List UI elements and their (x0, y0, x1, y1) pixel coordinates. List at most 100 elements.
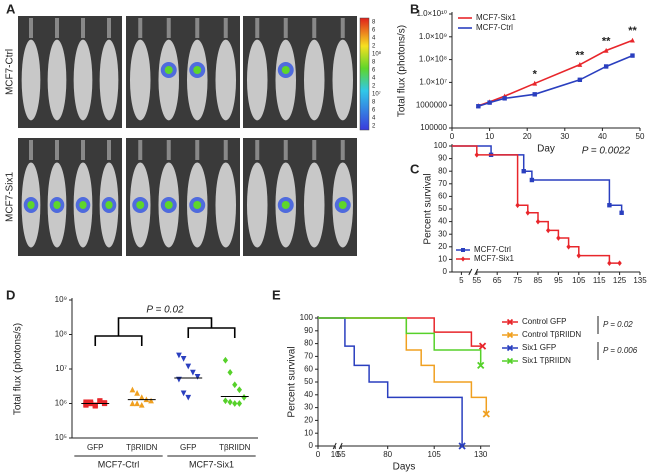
signal-core (105, 201, 113, 209)
y-tick-label: 100000 (420, 123, 447, 132)
mouse-tail (138, 18, 143, 38)
mouse-tail (340, 18, 345, 38)
signal-core (53, 201, 61, 209)
x-tick-label: 0 (316, 450, 321, 459)
signal-core (136, 201, 145, 209)
mouse (303, 39, 325, 121)
x-tick-label: 115 (593, 276, 606, 285)
signal-core (27, 201, 35, 209)
marker (482, 410, 490, 418)
annotation: ** (602, 35, 611, 47)
marker (577, 77, 583, 83)
mouse-tail (166, 140, 171, 160)
mouse-tail (107, 140, 111, 160)
y-tick-label: 10 (438, 255, 447, 264)
colorbar-label: 8 (372, 60, 376, 66)
mouse (246, 162, 268, 248)
colorbar-label: 6 (372, 108, 376, 114)
x-axis-label: Day (537, 144, 555, 155)
marker (129, 386, 136, 393)
x-tick-label: 0 (450, 132, 455, 141)
annotation: P = 0.02 (603, 320, 633, 329)
marker (532, 80, 538, 86)
y-tick-label: 1.0×10¹⁰ (416, 9, 447, 18)
x-tick-label: 135 (633, 276, 647, 285)
y-tick-label: 90 (304, 326, 313, 335)
row-label: MCF7-Six1 (5, 172, 16, 222)
annotation: P = 0.006 (603, 346, 638, 355)
survival-curve (318, 317, 483, 347)
x-tick-label: GFP (87, 443, 103, 452)
mouse (73, 39, 93, 121)
y-tick-label: 30 (438, 229, 447, 238)
y-axis-label: Percent survival (287, 346, 298, 417)
mouse-tail (195, 140, 200, 160)
y-tick-label: 90 (438, 154, 447, 163)
marker (576, 252, 581, 259)
marker (478, 342, 487, 350)
y-tick-label: 70 (304, 352, 313, 361)
mouse-tail (340, 140, 345, 160)
marker (607, 203, 612, 208)
marker (97, 398, 103, 405)
mouse-tail (81, 140, 85, 160)
marker (630, 37, 635, 43)
y-tick-label: 50 (438, 204, 447, 213)
mouse-tail (195, 18, 200, 38)
mouse (158, 39, 180, 121)
mouse (215, 39, 237, 121)
x-tick-label: 85 (534, 276, 543, 285)
line (478, 39, 633, 107)
marker (577, 62, 583, 67)
mouse-tail (255, 18, 260, 38)
marker (532, 92, 537, 97)
x-tick-label: 125 (613, 276, 627, 285)
signal-core (193, 66, 202, 74)
legend-marker (506, 344, 514, 352)
y-tick-label: 1.0×10⁹ (419, 32, 447, 41)
colorbar-label: 4 (372, 116, 376, 122)
y-tick-label: 50 (304, 377, 313, 386)
legend-marker (506, 357, 514, 365)
legend-marker (506, 331, 514, 339)
marker (134, 389, 140, 396)
y-tick-label: 80 (438, 166, 447, 175)
signal-core (193, 201, 202, 209)
y-tick-label: 10⁷ (55, 364, 67, 373)
x-tick-label: 40 (598, 132, 607, 141)
marker (185, 394, 192, 401)
legend-label: MCF7-Six1 (476, 13, 517, 22)
marker (185, 363, 192, 370)
legend-label: MCF7-Ctrl (474, 245, 511, 254)
marker (487, 100, 492, 105)
marker (607, 260, 612, 267)
signal-core (164, 201, 173, 209)
y-tick-label: 40 (438, 217, 447, 226)
marker (180, 356, 187, 362)
marker (458, 442, 466, 450)
marker (477, 361, 485, 369)
mouse (99, 39, 119, 121)
colorbar-label: 2 (372, 44, 376, 50)
survival-curve (318, 317, 488, 414)
y-axis-label: Total flux (photons/s) (397, 25, 408, 117)
mouse-tail (55, 140, 59, 160)
x-tick-label: 50 (636, 132, 645, 141)
marker (176, 352, 182, 359)
mouse-tail (29, 18, 33, 38)
mouse (215, 162, 237, 248)
marker (474, 151, 479, 158)
mouse-tail (223, 18, 228, 38)
legend-label: Control GFP (522, 317, 566, 326)
mouse-tail (81, 18, 85, 38)
marker (502, 96, 507, 101)
panel-label: E (272, 287, 281, 302)
marker (529, 177, 535, 183)
colorbar-label: 6 (372, 68, 376, 74)
colorbar-label: 4 (372, 76, 376, 82)
signal-core (281, 66, 290, 74)
y-tick-label: 100 (434, 141, 448, 150)
x-tick-label: 80 (383, 450, 392, 459)
mouse (303, 162, 325, 248)
mouse-tail (166, 18, 171, 38)
